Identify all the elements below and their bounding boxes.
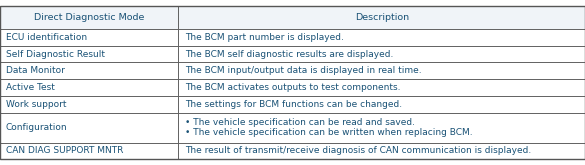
Bar: [178, 96, 585, 113]
Text: The BCM input/output data is displayed in real time.: The BCM input/output data is displayed i…: [185, 66, 422, 75]
Bar: [0, 143, 178, 159]
Text: • The vehicle specification can be read and saved.: • The vehicle specification can be read …: [185, 118, 415, 127]
Bar: [178, 6, 585, 29]
Text: Self Diagnostic Result: Self Diagnostic Result: [6, 50, 105, 59]
Bar: [0, 63, 178, 79]
Text: The settings for BCM functions can be changed.: The settings for BCM functions can be ch…: [185, 100, 402, 109]
Text: The result of transmit/receive diagnosis of CAN communication is displayed.: The result of transmit/receive diagnosis…: [185, 146, 532, 155]
Text: CAN DIAG SUPPORT MNTR: CAN DIAG SUPPORT MNTR: [6, 146, 123, 155]
Text: The BCM self diagnostic results are displayed.: The BCM self diagnostic results are disp…: [185, 50, 394, 59]
Bar: [0, 6, 178, 29]
Bar: [0, 46, 178, 63]
Bar: [178, 63, 585, 79]
Text: Active Test: Active Test: [6, 83, 55, 92]
Text: ECU identification: ECU identification: [6, 33, 87, 42]
Text: The BCM part number is displayed.: The BCM part number is displayed.: [185, 33, 345, 42]
Text: • The vehicle specification can be written when replacing BCM.: • The vehicle specification can be writt…: [185, 128, 473, 137]
Bar: [0, 96, 178, 113]
Bar: [178, 46, 585, 63]
Bar: [0, 113, 178, 143]
Bar: [178, 113, 585, 143]
Bar: [178, 143, 585, 159]
Text: Configuration: Configuration: [6, 123, 67, 132]
Text: Description: Description: [355, 13, 409, 22]
Bar: [178, 79, 585, 96]
Bar: [0, 79, 178, 96]
Text: Data Monitor: Data Monitor: [6, 66, 65, 75]
Bar: [0, 29, 178, 46]
Bar: [178, 29, 585, 46]
Text: Work support: Work support: [6, 100, 66, 109]
Text: Direct Diagnostic Mode: Direct Diagnostic Mode: [34, 13, 144, 22]
Text: The BCM activates outputs to test components.: The BCM activates outputs to test compon…: [185, 83, 401, 92]
